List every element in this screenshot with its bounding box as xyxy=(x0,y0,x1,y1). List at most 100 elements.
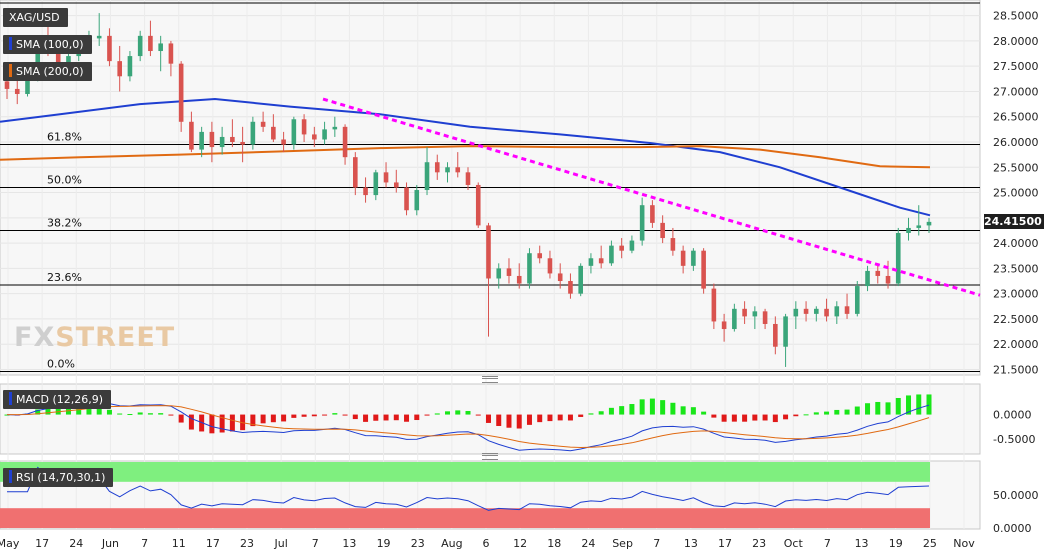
rsi-legend[interactable]: RSI (14,70,30,1) xyxy=(3,468,114,487)
x-tick-label: 6 xyxy=(483,537,490,550)
macd-hist-bar xyxy=(301,414,307,417)
x-tick-label: 19 xyxy=(889,537,903,550)
macd-hist-bar xyxy=(885,402,891,415)
fib-label: 61.8% xyxy=(47,131,82,144)
candle-body xyxy=(629,240,635,251)
panel-resize-handle-rsi[interactable] xyxy=(482,453,498,460)
macd-hist-bar xyxy=(178,414,184,423)
macd-hist-bar xyxy=(752,414,758,421)
x-tick-label: 17 xyxy=(718,537,732,550)
macd-hist-bar xyxy=(76,407,82,415)
macd-hist-bar xyxy=(188,414,194,430)
macd-hist-bar xyxy=(895,397,901,415)
macd-hist-bar xyxy=(772,414,778,423)
macd-hist-bar xyxy=(567,414,573,421)
macd-hist-bar xyxy=(813,412,819,415)
candle-body xyxy=(127,56,133,77)
macd-hist-bar xyxy=(711,414,717,418)
x-tick-label: Sep xyxy=(612,537,633,550)
candle-body xyxy=(803,308,809,314)
macd-hist-bar xyxy=(557,414,563,421)
sma-100-line xyxy=(0,97,931,217)
candle-body xyxy=(844,306,850,314)
macd-hist-bar xyxy=(701,411,707,415)
candle-body xyxy=(271,126,276,140)
candle-body xyxy=(199,131,204,150)
candle-body xyxy=(455,167,461,173)
candle-body xyxy=(189,121,194,150)
sma-200-legend[interactable]: SMA (200,0) xyxy=(3,62,92,81)
candle-body xyxy=(854,286,860,314)
rsi-y-tick: 50.0000 xyxy=(993,489,1039,502)
y-tick-label: 23.0000 xyxy=(993,288,1039,301)
candle-body xyxy=(670,238,676,251)
candle-body xyxy=(404,187,409,211)
x-tick-label: 23 xyxy=(240,537,254,550)
fib-label: 23.6% xyxy=(47,271,82,284)
candle-body xyxy=(742,308,747,317)
y-tick-label: 27.5000 xyxy=(993,60,1039,73)
macd-hist-bar xyxy=(639,399,645,415)
candle-body xyxy=(732,308,737,330)
macd-hist-bar xyxy=(393,414,399,421)
x-tick-label: 24 xyxy=(69,537,83,550)
macd-hist-bar xyxy=(229,414,235,432)
candle-body xyxy=(506,268,512,276)
macd-hist-bar xyxy=(496,414,502,426)
x-tick-label: Oct xyxy=(784,537,804,550)
x-tick-label: 7 xyxy=(653,537,660,550)
candle-body xyxy=(168,43,174,64)
macd-legend[interactable]: MACD (12,26,9) xyxy=(3,390,112,409)
candle-body xyxy=(834,306,840,317)
macd-hist-bar xyxy=(445,411,451,415)
candle-body xyxy=(773,323,778,347)
macd-hist-bar xyxy=(352,414,358,420)
rsi-panel xyxy=(0,462,930,528)
macd-hist-bar xyxy=(608,407,614,415)
candle-body xyxy=(424,162,430,191)
sma-100-swatch xyxy=(9,37,12,50)
macd-hist-bar xyxy=(86,407,92,415)
macd-hist-bar xyxy=(803,414,809,416)
candle-body xyxy=(568,281,573,294)
x-tick-label: Jul xyxy=(274,537,288,550)
symbol-label[interactable]: XAG/USD xyxy=(3,8,68,27)
macd-hist-bar xyxy=(475,414,481,416)
y-tick-label: 28.5000 xyxy=(993,10,1039,23)
macd-hist-bar xyxy=(547,414,553,422)
candle-body xyxy=(906,227,911,233)
candle-body xyxy=(516,275,522,284)
x-tick-label: May xyxy=(0,537,20,550)
x-tick-label: 7 xyxy=(141,537,148,550)
macd-hist-bar xyxy=(916,394,922,415)
x-tick-label: 17 xyxy=(35,537,49,550)
candle-body xyxy=(393,182,399,188)
macd-hist-bar xyxy=(537,414,543,423)
macd-hist-bar xyxy=(670,402,676,415)
macd-hist-bar xyxy=(342,414,348,416)
macd-hist-bar xyxy=(465,410,471,415)
candle-body xyxy=(527,253,532,284)
x-tick-label: Nov xyxy=(953,537,975,550)
macd-y-tick: 0.0000 xyxy=(993,409,1032,422)
candle-body xyxy=(486,225,491,279)
macd-hist-bar xyxy=(649,398,655,415)
candle-body xyxy=(701,250,706,289)
macd-hist-bar xyxy=(506,414,512,428)
macd-hist-bar xyxy=(731,414,737,422)
macd-hist-bar xyxy=(660,400,666,415)
macd-hist-bar xyxy=(147,413,153,415)
x-tick-label: 17 xyxy=(206,537,220,550)
panel-resize-handle-macd[interactable] xyxy=(482,376,498,383)
y-tick-label: 25.5000 xyxy=(993,161,1039,174)
macd-hist-bar xyxy=(45,407,51,415)
macd-hist-bar xyxy=(824,411,830,415)
macd-hist-bar xyxy=(865,403,871,415)
candle-body xyxy=(35,43,41,77)
candle-body xyxy=(383,172,389,183)
x-tick-label: 24 xyxy=(581,537,595,550)
y-tick-label: 22.0000 xyxy=(993,338,1039,351)
macd-hist-bar xyxy=(270,414,276,423)
sma-100-legend[interactable]: SMA (100,0) xyxy=(3,35,92,54)
